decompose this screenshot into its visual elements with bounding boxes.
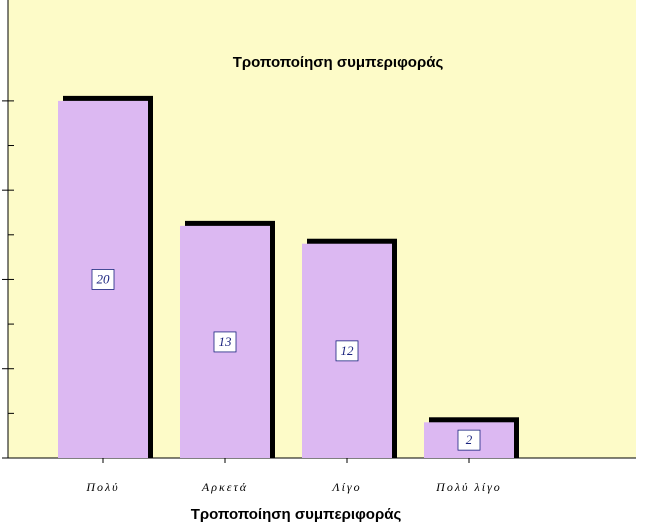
x-tick-label: Πολύ λίγο bbox=[435, 480, 502, 494]
chart-title: Τροποποίηση συμπεριφοράς bbox=[233, 54, 444, 71]
value-label-box bbox=[335, 340, 359, 362]
x-axis-label: Τροποποίηση συμπεριφοράς bbox=[191, 506, 402, 523]
value-label: 13 bbox=[219, 334, 233, 349]
value-label-box bbox=[91, 269, 115, 290]
x-tick-label: Πολύ bbox=[85, 480, 119, 494]
value-label-box bbox=[457, 429, 481, 451]
x-tick-label: Αρκετά bbox=[201, 480, 248, 494]
x-tick-label: Λίγο bbox=[331, 480, 361, 494]
value-label: 2 bbox=[466, 432, 473, 447]
value-label-box bbox=[213, 331, 237, 353]
value-label: 20 bbox=[97, 271, 111, 286]
value-label: 12 bbox=[341, 343, 355, 358]
